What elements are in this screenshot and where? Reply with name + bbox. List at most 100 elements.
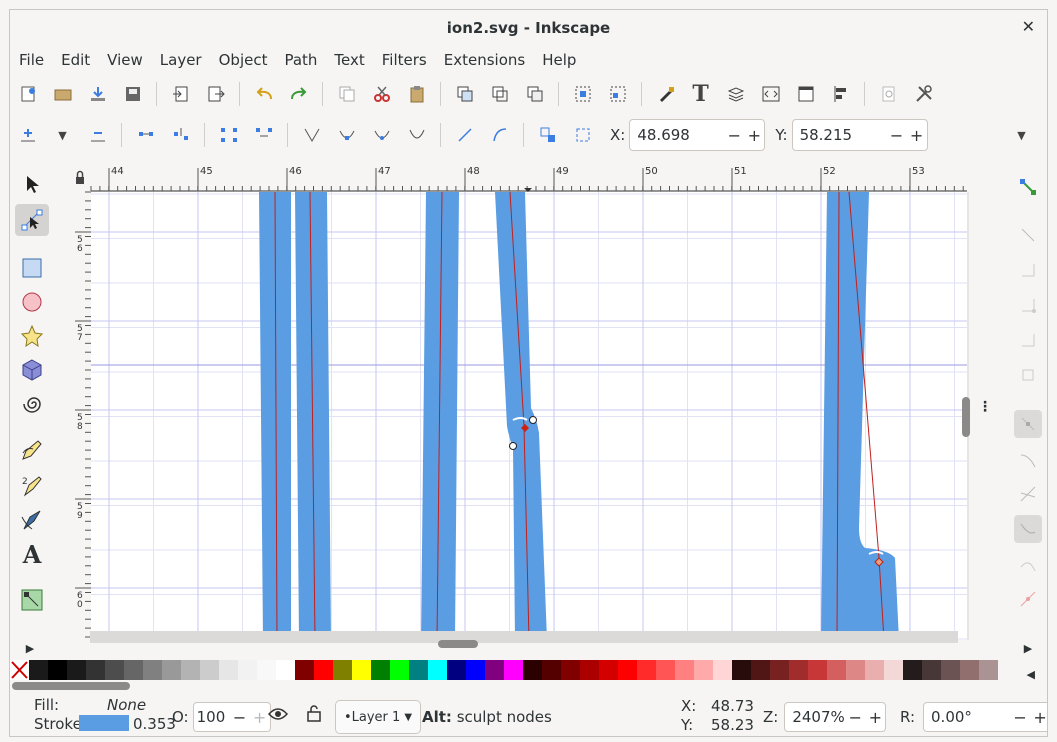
snap-bbox-corner-icon[interactable] (1014, 291, 1042, 319)
new-document-icon[interactable] (15, 82, 40, 107)
open-folder-icon[interactable] (50, 82, 75, 107)
color-swatch[interactable] (751, 660, 770, 680)
menu-path[interactable]: Path (284, 51, 318, 69)
rotation-value[interactable]: 0.00° (931, 708, 972, 726)
cut-icon[interactable] (369, 82, 394, 107)
color-swatch[interactable] (257, 660, 276, 680)
color-swatch[interactable] (884, 660, 903, 680)
undo-icon[interactable] (251, 82, 276, 107)
color-swatch[interactable] (618, 660, 637, 680)
node-handle[interactable] (509, 442, 517, 450)
star-tool-icon[interactable] (15, 320, 49, 352)
text-font-icon[interactable]: T (692, 81, 709, 107)
import-icon[interactable] (85, 82, 110, 107)
import-file-icon[interactable] (168, 82, 193, 107)
snap-intersections-icon[interactable] (1014, 480, 1042, 508)
menu-extensions[interactable]: Extensions (443, 51, 526, 69)
object-to-path-icon[interactable] (535, 123, 560, 148)
node-handle[interactable] (529, 416, 537, 424)
color-swatch[interactable] (732, 660, 751, 680)
color-swatch[interactable] (808, 660, 827, 680)
color-swatch[interactable] (827, 660, 846, 680)
pen-tool-icon[interactable]: 2 (15, 470, 49, 502)
horizontal-scrollbar-thumb[interactable] (438, 640, 478, 648)
color-swatch[interactable] (846, 660, 865, 680)
toolbar-overflow-icon[interactable]: ▼ (1017, 128, 1026, 142)
calligraphy-tool-icon[interactable] (15, 504, 49, 536)
opacity-decrement-button[interactable]: − (232, 707, 247, 727)
x-value[interactable]: 48.698 (637, 126, 690, 144)
menu-text[interactable]: Text (334, 51, 365, 69)
color-swatch[interactable] (523, 660, 542, 680)
color-swatch[interactable] (903, 660, 922, 680)
menu-filters[interactable]: Filters (381, 51, 427, 69)
group-icon[interactable] (570, 82, 595, 107)
color-swatch[interactable] (447, 660, 466, 680)
vertical-scrollbar-thumb[interactable] (962, 397, 970, 437)
color-swatch[interactable] (276, 660, 295, 680)
dock-handle-icon[interactable]: ⋮ (978, 399, 992, 415)
color-swatch[interactable] (238, 660, 257, 680)
path-outline[interactable] (836, 191, 840, 641)
3d-box-tool-icon[interactable] (15, 354, 49, 386)
color-swatch[interactable] (124, 660, 143, 680)
no-paint-swatch[interactable] (10, 660, 29, 680)
color-swatch[interactable] (29, 660, 48, 680)
color-swatch[interactable] (580, 660, 599, 680)
color-swatch[interactable] (485, 660, 504, 680)
unlink-clone-icon[interactable] (522, 82, 547, 107)
export-file-icon[interactable] (203, 82, 228, 107)
color-swatch[interactable] (105, 660, 124, 680)
snap-midpoints-icon[interactable] (1014, 585, 1042, 613)
y-increment-button[interactable]: + (909, 125, 924, 145)
menu-help[interactable]: Help (542, 51, 577, 69)
color-swatch[interactable] (409, 660, 428, 680)
color-swatch[interactable] (352, 660, 371, 680)
copy-icon[interactable] (334, 82, 359, 107)
stroke-to-path-icon[interactable] (570, 123, 595, 148)
paste-icon[interactable] (404, 82, 429, 107)
color-swatch[interactable] (561, 660, 580, 680)
snap-nodes-icon[interactable] (1014, 410, 1042, 438)
path-outline[interactable] (309, 191, 316, 641)
ellipse-tool-icon[interactable] (15, 286, 49, 318)
color-swatch[interactable] (67, 660, 86, 680)
insert-node-dropdown-icon[interactable]: ▼ (58, 128, 67, 142)
horizontal-scrollbar[interactable] (90, 631, 958, 643)
join-segment-icon[interactable] (216, 123, 241, 148)
color-swatch[interactable] (371, 660, 390, 680)
snap-bbox-center-icon[interactable] (1014, 361, 1042, 389)
zoom-decrement-button[interactable]: − (848, 707, 863, 727)
zoom-field[interactable]: 2407% − + (784, 702, 887, 732)
color-swatch[interactable] (314, 660, 333, 680)
color-swatch[interactable] (219, 660, 238, 680)
color-swatch[interactable] (390, 660, 409, 680)
lock-icon[interactable] (306, 704, 322, 726)
y-decrement-button[interactable]: − (889, 125, 904, 145)
document-properties-icon[interactable] (793, 82, 818, 107)
cusp-node-icon[interactable] (299, 123, 324, 148)
rotation-increment-button[interactable]: + (1033, 707, 1047, 727)
symmetric-node-icon[interactable] (369, 123, 394, 148)
print-preview-icon[interactable] (876, 82, 901, 107)
stroke-width-value[interactable]: 0.353 (133, 715, 176, 733)
selected-node[interactable] (521, 424, 529, 432)
color-swatch[interactable] (675, 660, 694, 680)
color-swatch[interactable] (466, 660, 485, 680)
color-swatch[interactable] (200, 660, 219, 680)
toolbox-expand-icon[interactable]: ▶ (25, 641, 35, 655)
stroke-shape[interactable] (821, 192, 899, 640)
close-icon[interactable]: ✕ (1021, 17, 1035, 36)
path-outline[interactable] (436, 191, 443, 641)
spiral-tool-icon[interactable] (15, 388, 49, 420)
color-swatch[interactable] (86, 660, 105, 680)
redo-icon[interactable] (286, 82, 311, 107)
eye-visibility-icon[interactable] (267, 706, 289, 726)
opacity-field[interactable]: 100 − + (192, 702, 271, 732)
snap-bbox-midpoint-icon[interactable] (1014, 326, 1042, 354)
node-tool-icon[interactable] (15, 204, 49, 236)
rotation-decrement-button[interactable]: − (1013, 707, 1027, 727)
snap-paths-icon[interactable] (1014, 446, 1042, 474)
color-swatch[interactable] (770, 660, 789, 680)
